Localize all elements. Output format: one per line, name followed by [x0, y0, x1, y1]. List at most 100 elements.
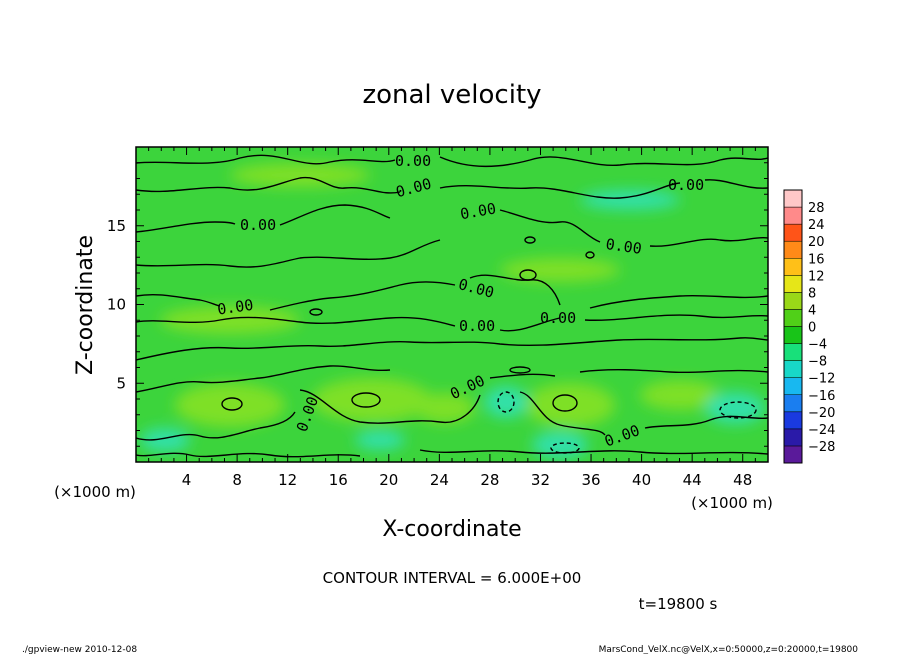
- negative-patch: [140, 428, 190, 452]
- y-axis: 5 10 15: [107, 146, 768, 463]
- contour-loop: [719, 401, 757, 419]
- footer-right: MarsCond_VelX.nc@VelX,x=0:50000,z=0:2000…: [599, 645, 859, 654]
- contour-label: 0.00: [605, 235, 643, 258]
- x-tick-label: 44: [683, 471, 702, 489]
- time-text: t=19800 s: [639, 595, 718, 613]
- contour-line: [439, 156, 768, 168]
- contour-line: [584, 314, 768, 321]
- contour-line: [439, 182, 681, 199]
- x-axis-label: X-coordinate: [382, 517, 521, 542]
- contour-line: [589, 294, 768, 309]
- chart-title: zonal velocity: [362, 80, 541, 110]
- colorbar-label: −12: [808, 372, 835, 387]
- contour-loop: [552, 394, 578, 412]
- colorbar-label: 4: [808, 303, 816, 318]
- colorbar-label: 12: [808, 269, 825, 284]
- positive-patch: [500, 258, 620, 282]
- contour-label: 0.00: [395, 152, 431, 170]
- contour-loop: [519, 269, 537, 281]
- footer-left: ./gpview-new 2010-12-08: [22, 645, 137, 654]
- contour-line: [579, 368, 768, 374]
- contour-label: 0.00: [240, 216, 276, 234]
- contour-loop: [497, 391, 515, 413]
- positive-patch: [525, 383, 615, 427]
- negative-patch: [580, 190, 680, 210]
- contour-label: 0.00: [459, 317, 495, 335]
- contour-line: [489, 373, 556, 379]
- colorbar-swatch: [783, 240, 803, 259]
- contour-line: [649, 236, 768, 247]
- colorbar-label: 0: [808, 321, 816, 336]
- x-tick-label: 32: [531, 471, 550, 489]
- colorbar-label: 28: [808, 201, 825, 216]
- negative-patch: [355, 430, 405, 450]
- colorbar: −28 −24 −20 −16 −12 −8 −4 0 4 8 12 16 20 24 28: [783, 189, 835, 464]
- x-tick-label: 28: [480, 471, 499, 489]
- colorbar-swatch: [783, 223, 803, 242]
- contour-loop: [524, 236, 536, 244]
- colorbar-swatch: [783, 377, 803, 395]
- colorbar-label: −20: [808, 406, 835, 421]
- contour-label: 0.00: [216, 296, 254, 319]
- colorbar-label: −16: [808, 389, 835, 404]
- colorbar-swatch: [783, 360, 803, 378]
- y-tick-label: 10: [107, 296, 126, 314]
- x-tick-label: 36: [581, 471, 600, 489]
- colorbar-label: −24: [808, 423, 835, 438]
- contour-line: [136, 452, 361, 458]
- colorbar-swatch: [783, 326, 803, 344]
- contour-line: [136, 337, 768, 361]
- colorbar-label: −28: [808, 440, 835, 455]
- contour-line: [269, 281, 456, 311]
- x-tick-label: 48: [733, 471, 752, 489]
- contour-line: [136, 316, 456, 327]
- positive-patch: [640, 380, 720, 410]
- contour-line: [136, 221, 236, 233]
- contour-line: [136, 293, 221, 307]
- colorbar-swatch: [783, 309, 803, 327]
- colorbar-label: −4: [808, 338, 827, 353]
- y-tick-label: 5: [116, 374, 126, 392]
- contour-label: 0.00: [668, 176, 704, 194]
- colorbar-swatch: [783, 394, 803, 413]
- x-axis-unit-right: (×1000 m): [691, 494, 773, 512]
- colorbar-swatch: [783, 428, 803, 447]
- colorbar-swatch: [783, 411, 803, 430]
- x-tick-label: 16: [329, 471, 348, 489]
- contour-loop: [585, 251, 595, 259]
- colorbar-swatch: [783, 445, 803, 464]
- negative-patch: [484, 386, 528, 418]
- positive-patch: [230, 163, 370, 187]
- contour-loop: [509, 366, 531, 374]
- contour-line: [704, 179, 768, 189]
- colorbar-swatch: [783, 275, 803, 293]
- contour-line: [136, 365, 391, 393]
- colorbar-swatch: [783, 343, 803, 361]
- colorbar-label: 8: [808, 286, 816, 301]
- contour-line: [136, 154, 396, 165]
- x-tick-label: 12: [278, 471, 297, 489]
- colorbar-swatch: [783, 206, 803, 225]
- contour-loop: [221, 397, 243, 411]
- contour-line: [519, 391, 606, 436]
- contour-line: [279, 204, 391, 226]
- contour-line: [499, 209, 601, 243]
- positive-patch: [175, 383, 285, 427]
- contour-line: [136, 411, 296, 441]
- colorbar-label: −8: [808, 355, 827, 370]
- contour-label: 0.00: [459, 199, 498, 223]
- x-tick-label: 8: [232, 471, 242, 489]
- colorbar-label: 16: [808, 252, 825, 267]
- contour-line: [644, 415, 768, 429]
- colorbar-swatch: [783, 189, 803, 208]
- positive-patch: [160, 306, 300, 334]
- contour-line: [136, 239, 441, 268]
- colorbar-swatch: [783, 292, 803, 310]
- plot-area: 0.00 0.00 0.00 0.00 0.00 0.00 0.00 0.00 …: [136, 147, 768, 462]
- y-tick-label: 15: [107, 217, 126, 235]
- x-axis: 4 8 12 16 20 24 28 32 36 40 44 48: [135, 147, 769, 489]
- x-tick-label: 24: [430, 471, 449, 489]
- contour-label: 0.00: [540, 309, 576, 327]
- contour-line: [299, 389, 481, 424]
